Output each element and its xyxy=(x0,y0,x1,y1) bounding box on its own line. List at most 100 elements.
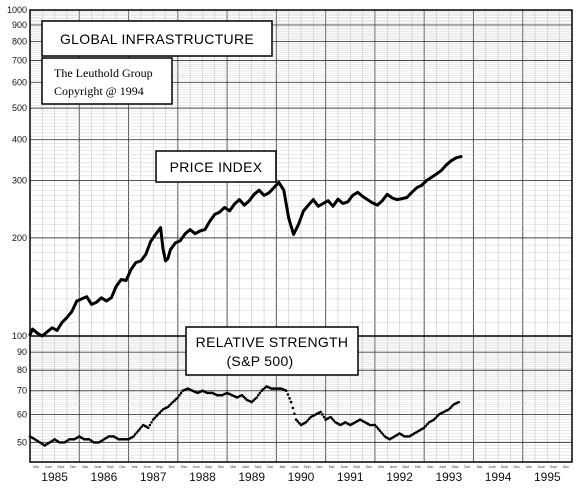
relative-strength-point xyxy=(178,393,181,397)
relative-y-tick-label: 90 xyxy=(17,347,27,357)
relative-strength-point xyxy=(133,433,137,436)
relative-strength-point xyxy=(158,411,162,415)
x-axis-ticks: 1985 1986 1987 1988 1989 1990 1991 1992 1993 1994… xyxy=(33,465,569,484)
x-year-label: 1988 xyxy=(189,470,216,484)
x-month-label: Dec xyxy=(70,465,76,469)
price-index-label: PRICE INDEX xyxy=(170,159,263,175)
x-month-label: Sept xyxy=(156,465,163,469)
x-month-label: Mar xyxy=(378,465,385,469)
relative-strength-point xyxy=(140,425,143,429)
x-month-label: Mar xyxy=(181,465,188,469)
price-y-tick-label: 600 xyxy=(12,77,27,87)
relative-strength-point xyxy=(243,396,247,400)
relative-strength-point xyxy=(307,417,311,421)
x-year-label: 1992 xyxy=(386,470,413,484)
relative-strength-point xyxy=(329,415,332,419)
x-year-label: 1987 xyxy=(140,470,167,484)
x-month-label: June xyxy=(340,465,347,469)
relative-strength-point xyxy=(155,414,158,418)
relative-strength-point xyxy=(286,393,290,396)
plot-frame xyxy=(29,9,573,463)
relative-strength-point xyxy=(322,415,326,419)
relative-strength-point xyxy=(166,405,170,409)
relative-strength-point xyxy=(288,397,291,400)
price-y-tick-label: 1000 xyxy=(7,5,27,15)
x-month-label: Dec xyxy=(415,465,421,469)
relative-strength-sublabel: (S&P 500) xyxy=(226,353,293,369)
x-month-label: Dec xyxy=(563,465,569,469)
x-month-label: Dec xyxy=(366,465,372,469)
price-y-tick-label: 400 xyxy=(12,135,27,145)
relative-strength-point xyxy=(169,402,173,406)
x-month-label: Dec xyxy=(119,465,125,469)
relative-strength-point xyxy=(138,427,142,431)
y-axis-ticks: 200 300 400 500 600 700 800 900 1000 50 60 70 80 90 10… xyxy=(7,5,27,447)
source-line-2: Copyright @ 1994 xyxy=(54,84,144,98)
x-month-label: Sept xyxy=(254,465,261,469)
relative-strength-point xyxy=(306,419,309,422)
x-month-label: Dec xyxy=(464,465,470,469)
relative-strength-point xyxy=(375,425,378,429)
relative-strength-point xyxy=(304,421,308,424)
price-y-tick-label: 900 xyxy=(12,20,27,30)
price-y-tick-label: 300 xyxy=(12,175,27,185)
relative-strength-point xyxy=(447,408,451,411)
relative-strength-point xyxy=(450,404,454,408)
x-month-label: Sept xyxy=(451,465,458,469)
x-month-label: Dec xyxy=(316,465,322,469)
x-month-label: Mar xyxy=(329,465,336,469)
x-year-label: 1993 xyxy=(435,470,462,484)
x-month-label: Dec xyxy=(169,465,175,469)
x-month-label: June xyxy=(538,465,545,469)
x-month-label: June xyxy=(94,465,101,469)
relative-strength-point xyxy=(147,426,150,430)
x-year-label: 1994 xyxy=(485,470,512,484)
relative-strength-point xyxy=(255,396,258,399)
relative-strength-point xyxy=(449,406,452,410)
x-month-label: Sept xyxy=(402,465,409,469)
relative-y-tick-label: 50 xyxy=(17,437,27,447)
relative-strength-point xyxy=(173,399,176,402)
x-year-label: 1991 xyxy=(337,470,364,484)
relative-strength-point xyxy=(434,416,438,420)
relative-strength-point xyxy=(376,427,380,431)
x-month-label: Dec xyxy=(514,465,520,469)
relative-strength-point xyxy=(294,418,298,421)
relative-strength-point xyxy=(160,409,163,413)
relative-strength-point xyxy=(258,391,262,395)
relative-strength-point xyxy=(381,433,385,436)
relative-strength-point xyxy=(137,429,140,432)
relative-strength-point xyxy=(250,400,253,404)
x-month-label: June xyxy=(291,465,298,469)
x-month-label: Sept xyxy=(353,465,360,469)
relative-strength-point xyxy=(168,404,171,407)
chart-title: GLOBAL INFRASTRUCTURE xyxy=(60,31,254,47)
relative-y-tick-label: 100 xyxy=(12,331,27,341)
relative-strength-point xyxy=(253,397,257,401)
x-year-label: 1990 xyxy=(288,470,315,484)
relative-strength-point xyxy=(293,412,296,416)
price-y-tick-label: 700 xyxy=(12,55,27,65)
x-month-label: June xyxy=(45,465,52,469)
x-month-label: Dec xyxy=(267,465,273,469)
x-month-label: Sept xyxy=(57,465,64,469)
x-month-label: Mar xyxy=(477,465,484,469)
x-year-label: 1995 xyxy=(534,470,561,484)
x-month-label: Mar xyxy=(132,465,139,469)
source-box-frame xyxy=(41,57,173,105)
relative-strength-point xyxy=(432,418,436,421)
x-month-label: Mar xyxy=(526,465,533,469)
relative-strength-label: RELATIVE STRENGTH xyxy=(196,334,349,350)
price-y-tick-label: 200 xyxy=(12,233,27,243)
x-year-label: 1985 xyxy=(41,470,68,484)
relative-strength-point xyxy=(319,410,323,414)
relative-strength-point xyxy=(378,429,382,432)
price-y-tick-label: 800 xyxy=(12,37,27,47)
relative-strength-label-box: RELATIVE STRENGTH (S&P 500) xyxy=(185,326,359,376)
x-month-label: June xyxy=(143,465,150,469)
x-month-label: Mar xyxy=(83,465,90,469)
relative-strength-point xyxy=(257,393,260,397)
price-y-tick-label: 500 xyxy=(12,103,27,113)
relative-strength-point xyxy=(291,406,295,410)
x-year-label: 1986 xyxy=(91,470,118,484)
